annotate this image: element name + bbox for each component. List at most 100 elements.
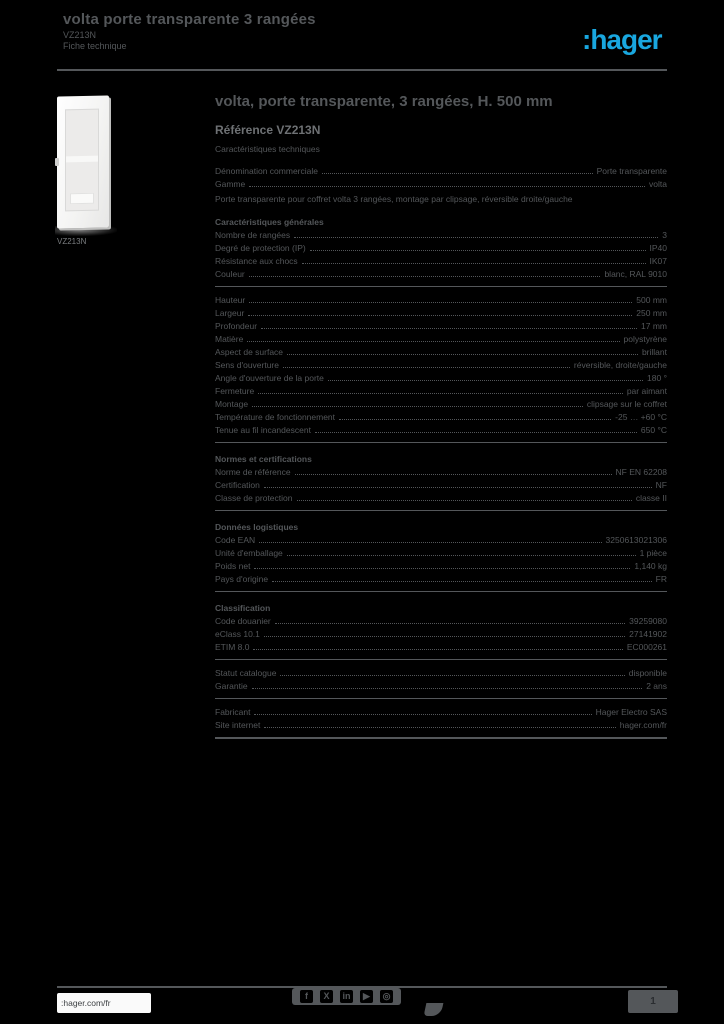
- spec-label: Code EAN: [215, 535, 256, 545]
- spec-label: Site internet: [215, 720, 261, 730]
- dotted-leader: [283, 367, 570, 368]
- spec-value: 1 pièce: [639, 548, 667, 558]
- dotted-leader: [322, 173, 593, 174]
- spec-row: Tenue au fil incandescent 650 °C: [215, 424, 667, 437]
- spec-row: Résistance aux chocs IK07: [215, 255, 667, 268]
- product-reference: Référence VZ213N: [215, 123, 321, 137]
- dotted-leader: [294, 237, 659, 238]
- dotted-leader: [274, 623, 626, 624]
- dotted-leader: [253, 649, 623, 650]
- spec-row: Dénomination commerciale Porte transparen…: [215, 165, 667, 178]
- youtube-icon[interactable]: ▶: [360, 990, 373, 1003]
- dotted-leader: [280, 675, 625, 676]
- spec-label: Degré de protection (IP): [215, 243, 306, 253]
- dotted-leader: [287, 354, 638, 355]
- dotted-leader: [263, 487, 652, 488]
- spec-row: Nombre de rangées 3: [215, 229, 667, 242]
- dotted-leader: [252, 406, 583, 407]
- section-heading: Classification: [215, 603, 271, 613]
- spec-row: Montage clipsage sur le coffret: [215, 398, 667, 411]
- spec-row: Largeur 250 mm: [215, 307, 667, 320]
- spec-section: Statut catalogue disponible Garantie 2 ans: [215, 664, 667, 699]
- spec-row: Température de fonctionnement -25 … +60 °…: [215, 411, 667, 424]
- spec-label: Classe de protection: [215, 493, 293, 503]
- spec-section: Caractéristiques générales Nombre de rang…: [215, 210, 667, 287]
- section-description: Porte transparente pour coffret volta 3 …: [215, 194, 573, 204]
- spec-value: disponible: [628, 668, 667, 678]
- spec-value: 2 ans: [646, 681, 667, 691]
- dotted-leader: [249, 186, 646, 187]
- spec-value: brillant: [641, 347, 667, 357]
- dotted-leader: [272, 581, 652, 582]
- footer-url-text: :hager.com/fr: [61, 998, 111, 1008]
- dotted-leader: [264, 727, 616, 728]
- spec-row: Norme de référence NF EN 62208: [215, 466, 667, 479]
- spec-row: Gamme volta: [215, 178, 667, 191]
- spec-row: eClass 10.1 27141902: [215, 628, 667, 641]
- spec-value: classe II: [635, 493, 667, 503]
- spec-row: Fermeture par aimant: [215, 385, 667, 398]
- spec-section: Dénomination commerciale Porte transparen…: [215, 162, 667, 210]
- dotted-leader: [261, 328, 638, 329]
- spec-label: eClass 10.1: [215, 629, 260, 639]
- page-number: 1: [650, 996, 656, 1007]
- dotted-leader: [314, 432, 637, 433]
- spec-label: Fabricant: [215, 707, 251, 717]
- header-divider: [57, 69, 667, 71]
- header-reference: VZ213N: [63, 30, 97, 40]
- dotted-leader: [248, 315, 633, 316]
- spec-value: NF EN 62208: [615, 467, 668, 477]
- spec-label: Température de fonctionnement: [215, 412, 336, 422]
- spec-value: 650 °C: [640, 425, 667, 435]
- spec-label: Angle d'ouverture de la porte: [215, 373, 324, 383]
- x-icon[interactable]: X: [320, 990, 333, 1003]
- spec-row: Site internet hager.com/fr: [215, 719, 667, 732]
- page-title: volta, porte transparente, 3 rangées, H.…: [215, 93, 553, 110]
- spec-value: 27141902: [629, 629, 667, 639]
- spec-value: réversible, droite/gauche: [573, 360, 667, 370]
- spec-row: Profondeur 17 mm: [215, 320, 667, 333]
- dotted-leader: [254, 714, 592, 715]
- product-image: [55, 95, 117, 236]
- spec-row: Fabricant Hager Electro SAS: [215, 706, 667, 719]
- spec-row: Code douanier 39259080: [215, 615, 667, 628]
- dotted-leader: [286, 555, 636, 556]
- spec-value: EC000261: [626, 642, 667, 652]
- spec-value: 3250613021306: [605, 535, 667, 545]
- spec-value: par aimant: [626, 386, 667, 396]
- spec-value: 17 mm: [641, 321, 667, 331]
- dotted-leader: [248, 276, 601, 277]
- spec-label: Statut catalogue: [215, 668, 277, 678]
- header-doc-label: Fiche technique: [63, 41, 127, 51]
- spec-label: Certification: [215, 480, 260, 490]
- dotted-leader: [247, 341, 620, 342]
- linkedin-icon[interactable]: in: [340, 990, 353, 1003]
- spec-value: Porte transparente: [596, 166, 667, 176]
- spec-label: Nombre de rangées: [215, 230, 291, 240]
- spec-section: Classification Code douanier 39259080 eClas…: [215, 596, 667, 660]
- facebook-icon[interactable]: f: [300, 990, 313, 1003]
- spec-value: 180 °: [647, 373, 667, 383]
- spec-value: 1,140 kg: [634, 561, 667, 571]
- spec-row: Hauteur 500 mm: [215, 294, 667, 307]
- spec-label: Gamme: [215, 179, 246, 189]
- dotted-leader: [309, 250, 646, 251]
- dotted-leader: [251, 688, 643, 689]
- spec-row: Garantie 2 ans: [215, 680, 667, 693]
- main-content: volta, porte transparente, 3 rangées, H.…: [215, 93, 667, 743]
- dotted-leader: [258, 393, 623, 394]
- instagram-icon[interactable]: ◎: [380, 990, 393, 1003]
- spec-row: Couleur blanc, RAL 9010: [215, 268, 667, 281]
- spec-label: Résistance aux chocs: [215, 256, 298, 266]
- spec-value: 39259080: [629, 616, 667, 626]
- section-heading: Données logistiques: [215, 522, 299, 532]
- footer-url-link[interactable]: :hager.com/fr: [57, 993, 151, 1013]
- spec-label: Aspect de surface: [215, 347, 284, 357]
- spec-label: Code douanier: [215, 616, 271, 626]
- spec-value: 3: [662, 230, 667, 240]
- dotted-leader: [249, 302, 633, 303]
- spec-value: FR: [655, 574, 667, 584]
- spec-label: Montage: [215, 399, 249, 409]
